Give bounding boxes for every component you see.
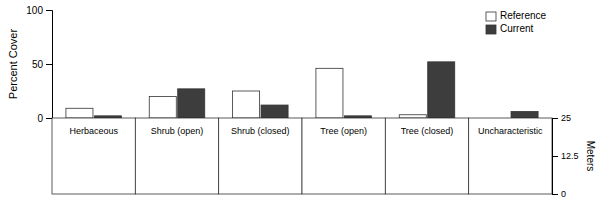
tick-mark bbox=[46, 118, 52, 119]
tick-label: 25 bbox=[561, 113, 571, 123]
chart: 0 50 100 Percent Cover Reference Current Herba… bbox=[0, 0, 600, 202]
panel-cell bbox=[302, 118, 385, 194]
bar bbox=[316, 68, 343, 118]
axis-domain bbox=[46, 11, 53, 119]
tick: 50 bbox=[32, 59, 52, 70]
panel-cell bbox=[385, 118, 468, 194]
bar bbox=[66, 108, 93, 118]
legend: Reference Current bbox=[486, 10, 547, 34]
tick-mark bbox=[552, 194, 558, 195]
bar bbox=[149, 96, 176, 118]
panel-cell bbox=[52, 118, 135, 194]
bar bbox=[261, 105, 288, 118]
tick-label: 100 bbox=[26, 5, 43, 16]
legend-label: Current bbox=[500, 23, 534, 34]
category-label: Uncharacteristic bbox=[478, 126, 543, 136]
y-axis: 0 50 100 bbox=[26, 5, 52, 124]
tick: 0 bbox=[552, 189, 566, 199]
tick-label: 12.5 bbox=[561, 151, 579, 161]
tick-label: 0 bbox=[561, 189, 566, 199]
category-label: Herbaceous bbox=[69, 126, 118, 136]
tick-mark bbox=[552, 118, 558, 119]
category-label: Shrub (closed) bbox=[231, 126, 290, 136]
category-label: Tree (closed) bbox=[401, 126, 454, 136]
bar bbox=[233, 91, 260, 118]
panel-cell bbox=[135, 118, 218, 194]
legend-label: Reference bbox=[500, 10, 547, 21]
tick: 100 bbox=[26, 5, 52, 16]
bars bbox=[66, 62, 538, 118]
panel: Herbaceous Shrub (open) Shrub (closed) Tree… bbox=[52, 118, 552, 194]
tick-mark bbox=[552, 156, 558, 157]
panel-cell bbox=[219, 118, 302, 194]
tick-mark bbox=[46, 64, 52, 65]
panel-cell bbox=[469, 118, 552, 194]
axis-domain bbox=[553, 119, 559, 195]
tick-label: 0 bbox=[37, 113, 43, 124]
legend-swatch bbox=[486, 12, 496, 21]
tick: 0 bbox=[37, 113, 52, 124]
legend-swatch bbox=[486, 25, 496, 34]
tick-mark bbox=[46, 10, 52, 11]
y2-axis: 0 12.5 25 bbox=[552, 113, 579, 199]
y-axis-title: Percent Cover bbox=[7, 29, 19, 100]
y2-axis-title: Meters bbox=[585, 141, 596, 172]
category-label: Tree (open) bbox=[320, 126, 367, 136]
bar bbox=[178, 89, 205, 118]
category-label: Shrub (open) bbox=[151, 126, 204, 136]
bar bbox=[428, 62, 455, 118]
bar bbox=[511, 112, 538, 118]
tick: 12.5 bbox=[552, 151, 579, 161]
tick: 25 bbox=[552, 113, 571, 123]
tick-label: 50 bbox=[32, 59, 44, 70]
bar bbox=[399, 115, 426, 118]
